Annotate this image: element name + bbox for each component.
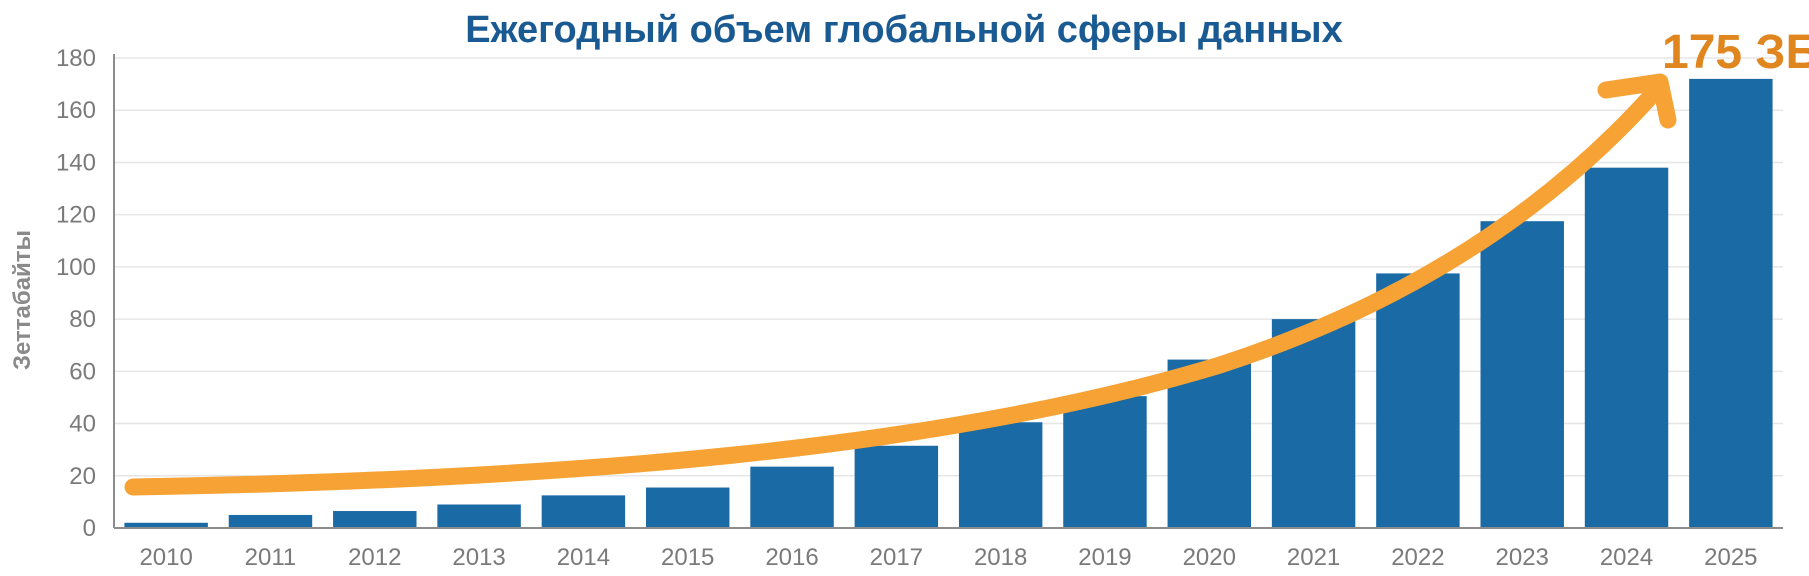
bar xyxy=(1584,167,1669,528)
gridlines xyxy=(114,57,1783,477)
x-tick-label: 2025 xyxy=(1704,544,1757,571)
y-tick-label: 140 xyxy=(56,149,96,176)
x-tick-label: 2013 xyxy=(452,544,505,571)
y-tick-label: 100 xyxy=(56,254,96,281)
y-tick-label: 40 xyxy=(69,411,96,438)
y-tick-label: 180 xyxy=(56,45,96,72)
x-tick-label: 2024 xyxy=(1600,544,1653,571)
bars xyxy=(124,78,1773,528)
bar xyxy=(228,514,313,528)
bar xyxy=(333,511,417,528)
bar xyxy=(1376,273,1460,528)
x-tick-label: 2019 xyxy=(1078,544,1131,571)
y-tick-label: 160 xyxy=(56,97,96,124)
bar xyxy=(1271,319,1356,528)
x-tick-label: 2022 xyxy=(1391,544,1444,571)
x-tick-label: 2020 xyxy=(1183,544,1236,571)
x-tick-labels: 2010 2011 2012 2013 2014 2015 2016 2017 2018 2019… xyxy=(139,544,1757,571)
x-tick-label: 2021 xyxy=(1287,544,1340,571)
axes xyxy=(113,54,1783,529)
x-tick-label: 2012 xyxy=(348,544,401,571)
bar xyxy=(541,495,626,528)
bar xyxy=(750,466,834,528)
x-tick-label: 2014 xyxy=(557,544,610,571)
bar xyxy=(1167,359,1252,528)
y-tick-labels: 0 20 40 60 80 100 120 140 160 180 xyxy=(56,45,96,542)
bar xyxy=(1063,396,1147,528)
chart-title: Ежегодный объем глобальной сферы данных xyxy=(465,9,1343,51)
x-tick-label: 2018 xyxy=(974,544,1027,571)
bar xyxy=(437,504,521,528)
y-tick-label: 80 xyxy=(69,306,96,333)
bar xyxy=(124,522,208,528)
x-tick-label: 2010 xyxy=(139,544,192,571)
trend-arrow xyxy=(124,73,1677,496)
bar xyxy=(645,487,730,528)
bar xyxy=(1689,78,1773,528)
x-tick-label: 2015 xyxy=(661,544,714,571)
y-tick-label: 0 xyxy=(83,515,96,542)
annotation-label: 175 ЗБ xyxy=(1662,26,1809,79)
x-tick-label: 2016 xyxy=(765,544,818,571)
x-tick-label: 2023 xyxy=(1496,544,1549,571)
y-tick-label: 60 xyxy=(69,358,96,385)
y-tick-label: 120 xyxy=(56,202,96,229)
y-axis-label: Зеттабайты xyxy=(9,230,36,370)
x-tick-label: 2011 xyxy=(245,544,297,571)
y-tick-label: 20 xyxy=(69,463,96,490)
bar xyxy=(854,445,939,528)
bar xyxy=(1480,221,1564,528)
x-tick-label: 2017 xyxy=(870,544,923,571)
bar xyxy=(958,422,1043,528)
trend-arrow-head xyxy=(1597,73,1677,129)
trend-arrow-curve xyxy=(124,77,1669,496)
